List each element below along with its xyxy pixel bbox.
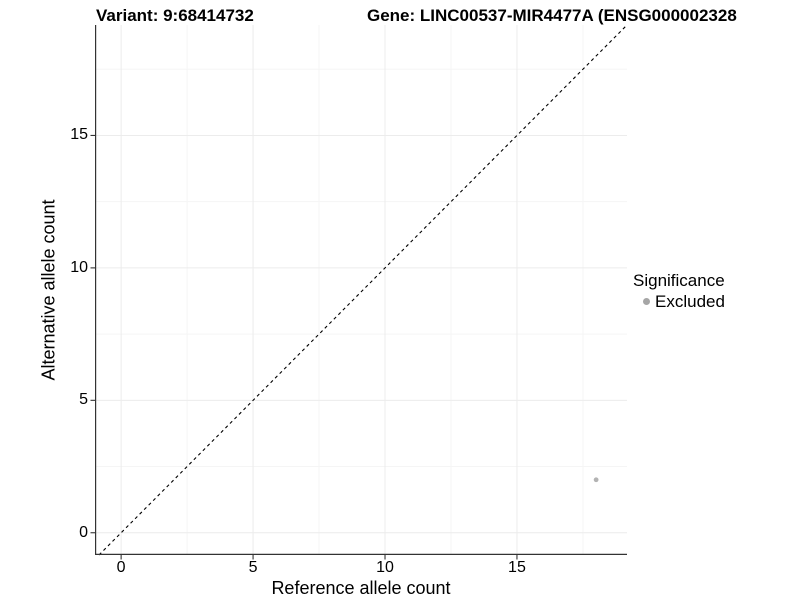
legend-title: Significance (633, 271, 725, 290)
y-tick-label: 15 (70, 126, 88, 144)
y-tick-label: 10 (70, 258, 88, 276)
legend-item: Excluded (633, 292, 725, 311)
x-tick-label: 0 (116, 559, 126, 576)
legend-items: Excluded (633, 292, 725, 311)
y-tick-label: 0 (79, 523, 88, 541)
x-tick-label: 15 (508, 559, 526, 576)
x-tick-label: 5 (248, 559, 258, 576)
x-axis-title: Reference allele count (271, 578, 451, 598)
legend: Significance Excluded (633, 271, 725, 311)
legend-point-icon (642, 298, 650, 305)
data-point (593, 477, 599, 483)
y-tick-label: 5 (79, 391, 88, 409)
x-tick-label: 10 (376, 559, 394, 576)
y-axis-title: Alternative allele count (38, 199, 59, 381)
plot-panel (90, 24, 628, 560)
legend-item-label: Excluded (655, 292, 725, 311)
identity-reference-line (98, 24, 628, 556)
plot-title-gene: Gene: LINC00537-MIR4477A (ENSG000002328 (367, 6, 737, 25)
legend-key (637, 293, 655, 311)
plot-title-variant: Variant: 9:68414732 (96, 6, 254, 25)
